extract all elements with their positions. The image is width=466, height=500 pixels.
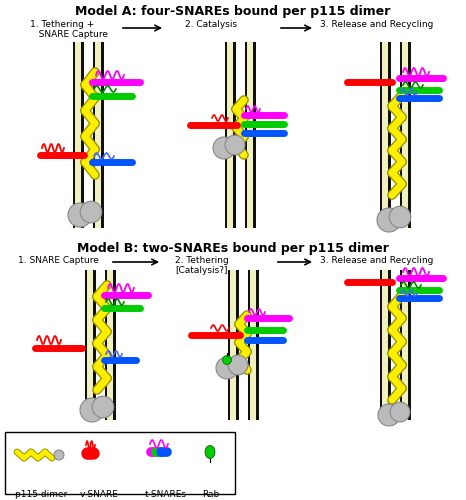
Ellipse shape [378,404,400,426]
Bar [81,42,83,228]
Bar [113,270,116,420]
Ellipse shape [54,450,64,460]
Bar [225,42,227,228]
Text: v-SNARE: v-SNARE [80,490,119,499]
Ellipse shape [377,208,401,232]
Text: 1. Tethering +
   SNARE Capture: 1. Tethering + SNARE Capture [30,20,108,40]
Bar [104,270,116,420]
Ellipse shape [222,356,232,364]
Text: p115 dimer: p115 dimer [15,490,68,499]
Bar [256,270,259,420]
Text: Model A: four-SNAREs bound per p115 dimer: Model A: four-SNAREs bound per p115 dime… [75,5,391,18]
Bar [73,42,83,228]
Bar [399,42,411,228]
Ellipse shape [390,402,410,422]
Bar [399,270,411,420]
Bar [5,432,235,494]
Bar [247,270,259,420]
Bar [247,270,250,420]
Bar [84,270,87,420]
Bar [379,42,382,228]
Bar [379,270,391,420]
Bar [388,270,391,420]
Bar [388,42,391,228]
Bar [92,42,103,228]
Text: 2. Catalysis: 2. Catalysis [185,20,237,29]
Ellipse shape [205,446,215,458]
Ellipse shape [92,396,114,418]
Text: 3. Release and Recycling: 3. Release and Recycling [320,256,433,265]
Ellipse shape [389,206,411,228]
Text: 2. Tethering
[Catalysis?]: 2. Tethering [Catalysis?] [175,256,229,276]
Text: 1. SNARE Capture: 1. SNARE Capture [18,256,99,265]
Ellipse shape [225,135,245,155]
Bar [408,270,411,420]
Text: 3. Release and Recycling: 3. Release and Recycling [320,20,433,29]
Ellipse shape [216,357,238,379]
Bar [73,42,75,228]
Bar [379,270,382,420]
Bar [245,42,255,228]
Ellipse shape [80,201,102,223]
Bar [245,42,247,228]
Bar [399,42,402,228]
Bar [227,270,239,420]
Ellipse shape [80,398,104,422]
Bar [84,270,96,420]
Ellipse shape [213,137,235,159]
Text: Rab: Rab [202,490,219,499]
Bar [253,42,255,228]
Bar [104,270,107,420]
Bar [92,42,95,228]
Text: t-SNAREs: t-SNAREs [145,490,187,499]
Bar [101,42,103,228]
Bar [225,42,235,228]
Bar [233,42,235,228]
Bar [408,42,411,228]
Bar [93,270,96,420]
Text: Model B: two-SNAREs bound per p115 dimer: Model B: two-SNAREs bound per p115 dimer [77,242,389,255]
Ellipse shape [228,355,248,375]
Bar [379,42,391,228]
Bar [236,270,239,420]
Ellipse shape [68,203,92,227]
Bar [227,270,230,420]
Bar [399,270,402,420]
